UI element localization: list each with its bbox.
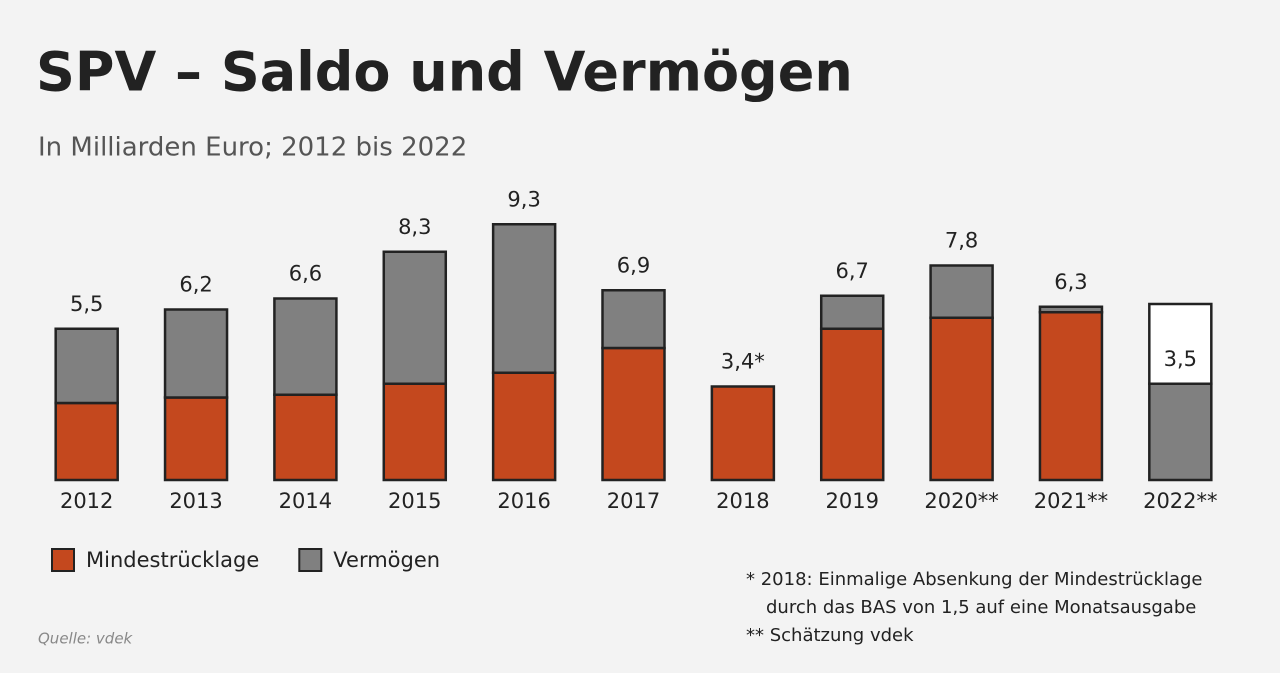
legend-swatch (51, 548, 75, 572)
x-tick-label: 2014 (279, 489, 332, 513)
total-label: 3,4* (721, 350, 765, 374)
source: Quelle: vdek (38, 630, 134, 648)
bar-segment (382, 382, 448, 482)
x-tick-label: 2022** (1143, 489, 1217, 513)
total-label: 6,9 (617, 253, 650, 277)
legend-swatch (298, 548, 323, 572)
footnote: * 2018: Einmalige Absenkung der Mindestr… (746, 569, 1202, 590)
bar-segment (1038, 311, 1104, 482)
bar-segment (601, 346, 666, 482)
chart-subtitle: In Milliarden Euro; 2012 bis 2022 (38, 133, 467, 163)
bar-segment (929, 316, 994, 482)
chart-title: SPV – Saldo und Vermögen (36, 41, 853, 104)
total-label: 6,3 (1054, 270, 1087, 294)
bar-segment (163, 308, 229, 399)
total-label: 3,5 (1164, 347, 1197, 371)
bar-segment (819, 327, 885, 482)
bar-segment (929, 264, 994, 319)
total-label: 9,3 (507, 187, 540, 211)
bar-segment (1148, 302, 1213, 385)
x-tick-label: 2013 (169, 489, 222, 513)
bar-segment (1038, 305, 1104, 314)
total-label: 5,5 (70, 292, 103, 316)
bar-segment (382, 250, 448, 385)
bar-segment (491, 223, 557, 374)
x-tick-label: 2012 (60, 489, 113, 513)
x-tick-label: 2020** (924, 489, 998, 513)
legend-label: Vermögen (333, 548, 440, 572)
total-label: 6,7 (836, 259, 869, 283)
bar-segment (1148, 382, 1213, 482)
bar-segment (491, 371, 557, 482)
x-tick-label: 2019 (826, 489, 879, 513)
x-tick-label: 2015 (388, 489, 441, 513)
bar-segment (710, 385, 776, 482)
bar-segment (601, 289, 666, 350)
total-label: 6,6 (289, 262, 322, 286)
bar-segment (273, 297, 338, 396)
total-label: 6,2 (179, 273, 212, 297)
bar-segment (819, 294, 885, 330)
total-label: 7,8 (945, 229, 978, 253)
x-tick-label: 2021** (1034, 489, 1108, 513)
footnote: ** Schätzung vdek (746, 625, 914, 646)
total-label: 8,3 (398, 215, 431, 239)
bar-segment (163, 396, 229, 482)
bar-segment (273, 393, 338, 482)
x-tick-label: 2017 (607, 489, 660, 513)
footnote: durch das BAS von 1,5 auf eine Monatsaus… (766, 597, 1196, 618)
bar-segment (54, 401, 119, 482)
x-tick-label: 2016 (497, 489, 550, 513)
bar-segment (54, 327, 119, 405)
legend-label: Mindestrücklage (86, 548, 259, 572)
x-tick-label: 2018 (716, 489, 769, 513)
